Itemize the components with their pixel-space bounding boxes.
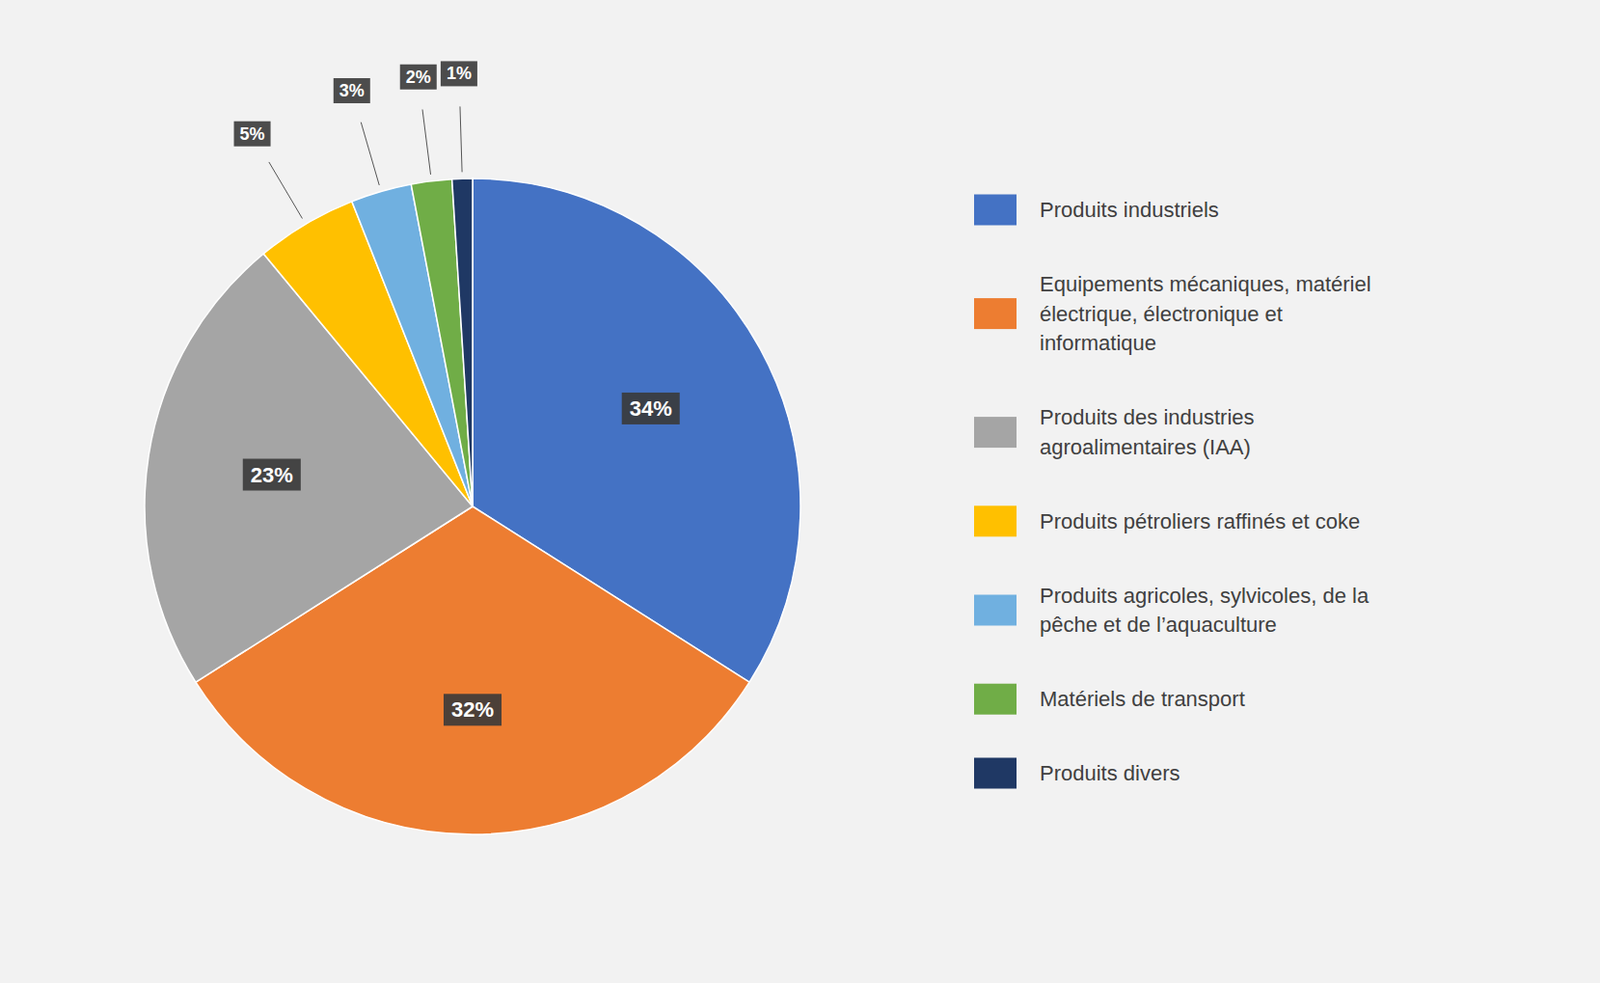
connector-line — [360, 122, 380, 186]
data-label-box — [234, 121, 272, 147]
data-label: 34% — [629, 396, 673, 421]
legend-swatch — [974, 194, 1017, 226]
data-label: 2% — [406, 67, 432, 87]
legend-swatch — [974, 416, 1017, 448]
legend-label: Produits pétroliers raffinés et coke — [1039, 509, 1360, 534]
data-label-box — [243, 459, 301, 491]
legend: Produits industriels Equipements mécaniqu… — [974, 194, 1372, 789]
legend-swatch — [974, 505, 1017, 537]
pie-slice — [452, 178, 473, 507]
connector-line — [269, 162, 303, 219]
legend-swatch — [974, 298, 1017, 329]
pie-slice — [410, 179, 473, 507]
pie — [144, 178, 801, 835]
legend-swatch — [974, 683, 1017, 715]
legend-label: Produits des industriesagroalimentaires … — [1039, 405, 1255, 460]
data-label-box — [400, 64, 437, 90]
legend-label: Produits divers — [1039, 760, 1181, 786]
data-label-box — [440, 60, 478, 86]
connector-line — [422, 108, 432, 174]
legend-label: Produits industriels — [1039, 197, 1220, 222]
data-label: 32% — [451, 697, 494, 722]
legend-swatch — [974, 595, 1017, 626]
data-label-box — [622, 392, 680, 425]
chart: 34% 32% 23% 5% 3% 2% 1% Produits industriels Equ… — [0, 0, 1600, 983]
data-label: 3% — [339, 81, 365, 101]
data-labels: 34% 32% 23% 5% 3% 2% 1% — [234, 60, 680, 726]
data-label: 23% — [250, 462, 294, 488]
legend-label: Produits agricoles, sylvicoles, de lapêc… — [1039, 583, 1370, 638]
data-label: 5% — [240, 124, 266, 144]
connector-line — [460, 106, 462, 172]
legend-swatch — [974, 758, 1017, 789]
data-label: 1% — [446, 63, 472, 83]
data-label-box — [443, 693, 502, 726]
data-label-box — [333, 78, 371, 104]
legend-label: Equipements mécaniques, matérielélectriq… — [1039, 271, 1372, 356]
legend-label: Matériels de transport — [1039, 686, 1246, 711]
